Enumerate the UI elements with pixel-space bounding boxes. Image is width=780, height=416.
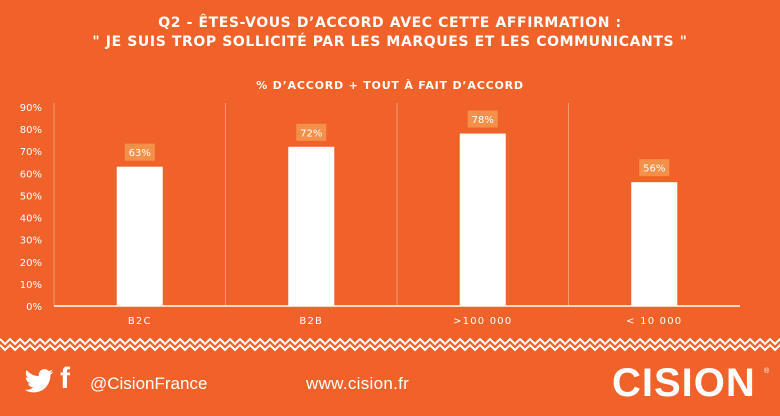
y-tick-label: 80% [20, 125, 42, 136]
bar-chart: 0% 10% 20% 30% 40% 50% 60% 70% 80% 90% 63% B2C 72% B2… [20, 103, 740, 327]
y-tick-label: 50% [20, 191, 42, 202]
zigzag-divider [0, 338, 780, 352]
data-label: 72% [300, 128, 322, 139]
data-label-box [124, 143, 155, 161]
data-label: 78% [472, 115, 494, 126]
data-label-box [639, 159, 670, 177]
twitter-icon[interactable] [24, 369, 54, 393]
facebook-icon[interactable]: f [60, 362, 70, 395]
x-tick-label: B2B [299, 316, 323, 327]
y-tick-label: 0% [26, 302, 42, 313]
social-handle[interactable]: @CisionFrance [90, 374, 208, 393]
bar [631, 182, 678, 306]
registered-mark: ® [764, 368, 770, 375]
y-tick-label: 40% [20, 214, 42, 225]
data-label-box [296, 123, 327, 141]
bar [288, 146, 335, 306]
y-tick-label: 30% [20, 236, 42, 247]
data-label: 63% [129, 148, 151, 159]
data-label: 56% [643, 164, 665, 175]
bar [116, 166, 163, 306]
title-line-1: Q2 - ÊTES-VOUS D’ACCORD AVEC CETTE AFFIR… [158, 15, 622, 31]
footer: f @CisionFrance www.cision.fr CISION ® [0, 356, 780, 416]
data-label-box [467, 110, 498, 128]
website-link[interactable]: www.cision.fr [306, 374, 410, 393]
y-tick-label: 10% [20, 280, 42, 291]
y-tick-label: 60% [20, 169, 42, 180]
chart-subtitle: % D’ACCORD + TOUT À FAIT D’ACCORD [256, 79, 524, 92]
y-tick-label: 70% [20, 147, 42, 158]
chart-title: Q2 - ÊTES-VOUS D’ACCORD AVEC CETTE AFFIR… [0, 14, 780, 52]
cision-logo: CISION [612, 361, 756, 405]
x-tick-label: < 10 000 [626, 316, 682, 327]
y-tick-label: 20% [20, 258, 42, 269]
title-line-2: " JE SUIS TROP SOLLICITÉ PAR LES MARQUES… [92, 34, 688, 50]
y-tick-label: 90% [20, 103, 42, 114]
x-tick-label: >100 000 [453, 316, 512, 327]
x-tick-label: B2C [128, 316, 152, 327]
bar [459, 133, 506, 306]
